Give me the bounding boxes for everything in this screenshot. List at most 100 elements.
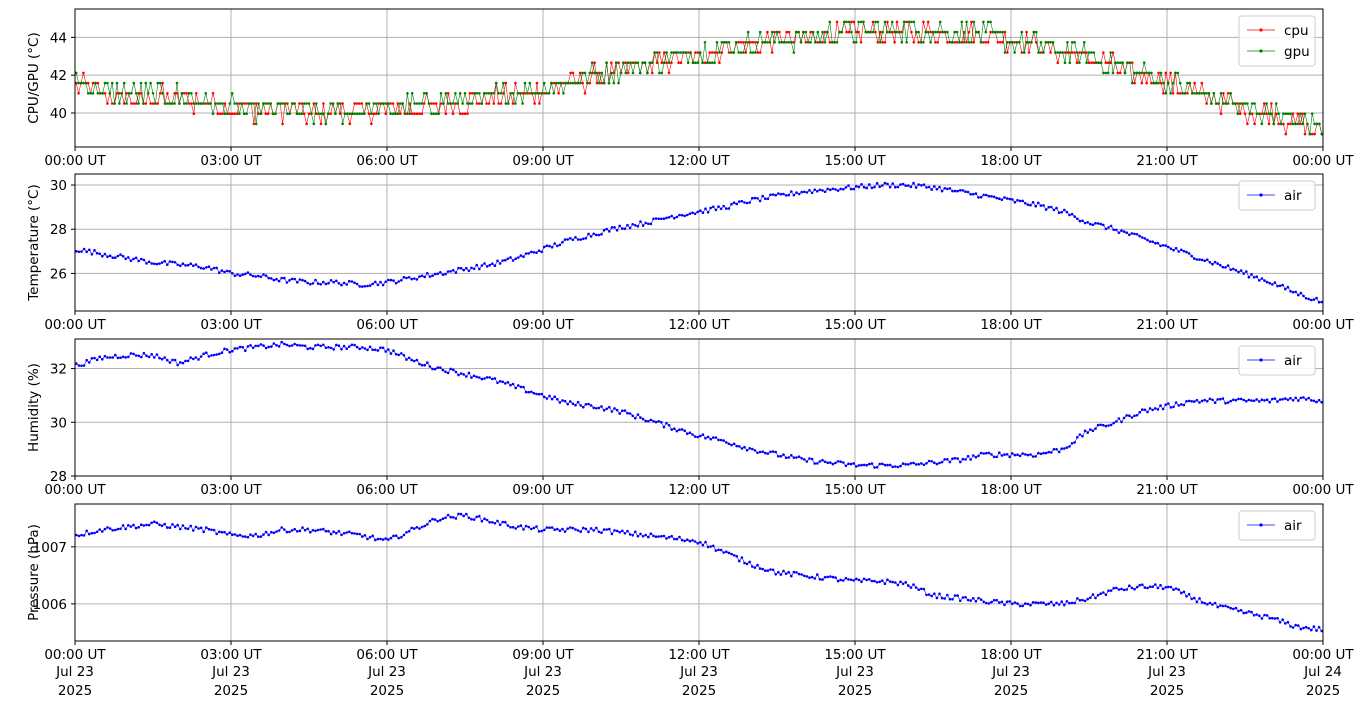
data-point [734,41,738,44]
data-point [1313,132,1316,136]
data-point [376,349,380,352]
data-point [436,366,440,369]
data-point [1198,401,1201,404]
legend-box [1238,180,1316,211]
data-point [1104,61,1108,64]
data-point [703,61,707,64]
x-tick-year: 2025 [58,683,92,699]
data-point [264,112,268,115]
data-point [415,112,419,115]
data-point [461,102,464,105]
data-point [1229,399,1232,403]
data-point [1109,224,1113,228]
data-point [236,273,239,276]
data-point [498,262,502,265]
data-point [236,534,239,537]
data-point [366,537,369,541]
data-point [1182,249,1186,253]
data-point [688,539,692,543]
data-point [1284,132,1288,136]
data-point [677,61,680,64]
data-point [982,452,985,455]
data-point [517,525,520,528]
data-point [1224,102,1228,105]
data-point [379,537,382,541]
data-point [1263,399,1266,402]
data-point [337,282,341,285]
data-point [675,215,679,219]
data-point [561,240,564,244]
data-point [621,409,624,413]
data-point [907,20,911,24]
data-point [166,358,169,362]
data-point [1123,71,1127,75]
data-point [231,533,234,536]
data-point [1187,252,1191,255]
data-point [979,195,983,199]
data-point [368,345,372,349]
data-point [589,527,593,530]
data-point [285,343,289,347]
data-point [1272,122,1276,126]
data-point [163,356,166,359]
data-point [410,526,414,530]
data-point [821,578,824,581]
data-point [327,281,330,285]
x-tick-label: 18:00 UT [980,317,1042,333]
data-point [368,284,372,287]
data-point [613,226,616,229]
data-point [709,545,712,548]
data-point [218,271,221,275]
data-point [665,51,668,54]
y-tick-label: 44 [50,30,67,46]
data-point [550,246,554,249]
data-point [771,450,775,453]
data-point [319,112,323,115]
data-point [146,92,150,95]
data-point [1047,450,1050,454]
data-point [387,538,390,541]
series-air [75,181,1323,304]
data-point [504,520,507,524]
data-point [499,92,503,95]
data-point [1164,403,1167,407]
data-point [777,570,780,574]
data-point [348,345,351,348]
data-point [595,81,599,85]
data-point [1107,424,1110,427]
data-point [1109,589,1113,592]
data-point [1066,41,1069,44]
data-point [280,340,284,344]
data-point [1146,238,1149,242]
data-point [1085,61,1088,64]
data-point [977,30,980,34]
data-point [1094,61,1098,64]
data-point [634,61,637,64]
data-point [667,424,671,427]
data-point [850,20,853,24]
data-point [719,548,723,552]
data-point [458,92,462,95]
data-point [1193,596,1196,600]
data-point [998,30,1002,34]
x-tick-date: Jul 23 [55,664,94,680]
data-point [1078,219,1082,223]
data-point [420,112,424,115]
data-point [673,427,676,431]
data-point [1013,601,1017,604]
data-point [1320,629,1323,633]
data-point [813,188,816,191]
data-point [257,344,260,348]
data-point [452,269,455,272]
data-point [582,405,585,409]
data-point [682,51,685,54]
data-point [1286,398,1290,402]
data-point [878,41,882,44]
data-point [166,102,169,105]
data-point [593,61,596,64]
data-point [300,112,304,115]
data-point [961,457,965,461]
data-point [108,356,112,359]
data-point [557,92,560,95]
